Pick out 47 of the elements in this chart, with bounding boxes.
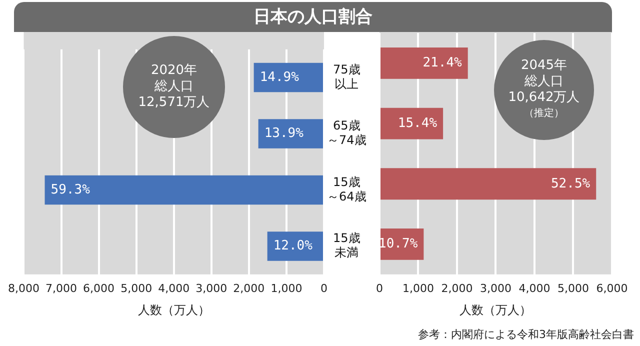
x-axis-title: 人数（万人） — [138, 302, 210, 317]
annotation: 13.9% — [264, 126, 304, 142]
x-tick-label: 1,000 — [402, 282, 434, 295]
x-tick-label: 7,000 — [46, 282, 78, 295]
bar — [44, 175, 323, 205]
chart-title: 日本の人口割合 — [14, 2, 612, 32]
y-tick-label: 75歳以上 — [332, 62, 360, 91]
x-tick-label: 0 — [320, 282, 328, 295]
annotation: 10,642万人 — [508, 90, 580, 106]
y-tick-label: 15歳～64歳 — [326, 174, 366, 204]
annotation: 21.4% — [422, 56, 462, 71]
annotation: 12.0% — [273, 238, 313, 254]
x-tick-label: 2,000 — [441, 282, 473, 295]
bar — [258, 119, 323, 148]
annotation: 総人口 — [524, 74, 564, 90]
annotation: 15.4% — [398, 116, 438, 131]
annotation: 2020年 — [150, 63, 198, 79]
annotation: 14.9% — [260, 70, 300, 85]
x-tick-label: 3,000 — [196, 282, 228, 295]
x-tick-label: 0 — [376, 282, 383, 295]
annotation: 59.3% — [50, 182, 90, 198]
x-tick-label: 6,000 — [596, 282, 628, 295]
annotation: （推定） — [524, 106, 564, 121]
x-tick-label: 2,000 — [233, 282, 265, 295]
bar — [380, 228, 424, 260]
annotation: 52.5% — [550, 176, 590, 192]
x-tick-label: 6,000 — [83, 282, 115, 295]
x-tick-label: 5,000 — [558, 282, 589, 295]
text: 参考：内閣府による令和3年版高齢社会白書 — [418, 327, 634, 342]
bar — [254, 62, 323, 92]
bar — [267, 232, 323, 261]
x-tick-label: 1,000 — [270, 282, 302, 295]
annotation: 総人口 — [154, 79, 194, 95]
bar — [380, 47, 468, 79]
annotation: 10.7% — [378, 236, 418, 252]
y-tick-label: 15歳未満 — [332, 231, 360, 260]
bar — [380, 108, 444, 140]
annotation: 2045年 — [520, 58, 568, 74]
x-axis-title: 人数（万人） — [460, 302, 532, 317]
x-tick-label: 4,000 — [158, 282, 190, 295]
x-tick-label: 8,000 — [8, 282, 40, 295]
annotation: 12,571万人 — [138, 95, 210, 111]
bar — [380, 168, 596, 200]
x-tick-label: 5,000 — [120, 282, 152, 295]
y-tick-label: 65歳～74歳 — [326, 118, 366, 148]
x-tick-label: 3,000 — [480, 282, 512, 295]
x-tick-label: 4,000 — [518, 282, 550, 295]
